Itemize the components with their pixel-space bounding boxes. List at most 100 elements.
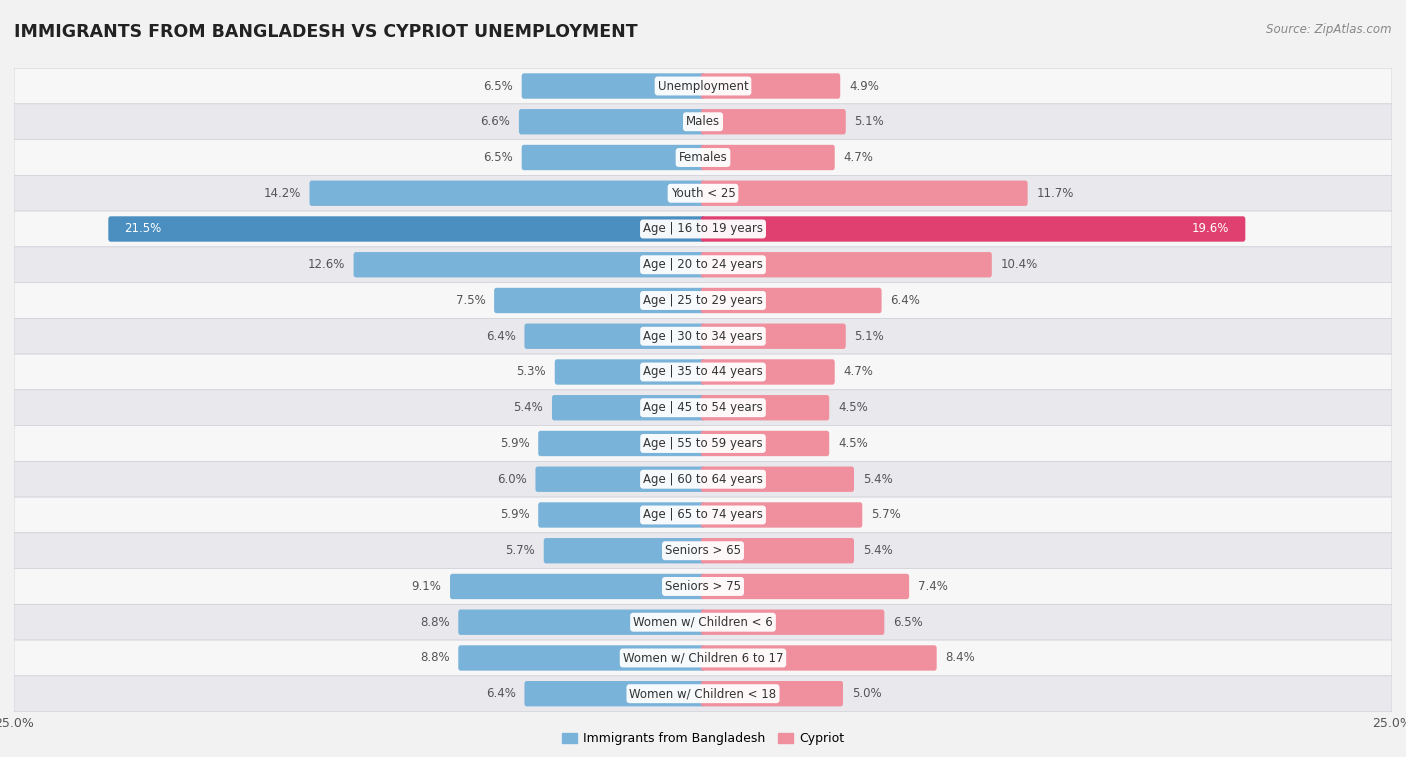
FancyBboxPatch shape bbox=[524, 323, 706, 349]
Text: 12.6%: 12.6% bbox=[308, 258, 344, 271]
FancyBboxPatch shape bbox=[555, 360, 706, 385]
Text: Unemployment: Unemployment bbox=[658, 79, 748, 92]
Text: 5.3%: 5.3% bbox=[516, 366, 546, 378]
Text: 5.9%: 5.9% bbox=[499, 509, 530, 522]
Text: Women w/ Children 6 to 17: Women w/ Children 6 to 17 bbox=[623, 652, 783, 665]
Text: 6.0%: 6.0% bbox=[496, 472, 527, 486]
FancyBboxPatch shape bbox=[519, 109, 706, 135]
Text: 8.8%: 8.8% bbox=[420, 652, 450, 665]
Text: 14.2%: 14.2% bbox=[263, 187, 301, 200]
FancyBboxPatch shape bbox=[14, 604, 1392, 640]
Text: 6.5%: 6.5% bbox=[484, 151, 513, 164]
FancyBboxPatch shape bbox=[14, 176, 1392, 211]
Text: Seniors > 65: Seniors > 65 bbox=[665, 544, 741, 557]
Text: Seniors > 75: Seniors > 75 bbox=[665, 580, 741, 593]
Text: 9.1%: 9.1% bbox=[412, 580, 441, 593]
FancyBboxPatch shape bbox=[14, 68, 1392, 104]
Text: 4.5%: 4.5% bbox=[838, 401, 868, 414]
FancyBboxPatch shape bbox=[14, 676, 1392, 712]
Text: 5.1%: 5.1% bbox=[855, 330, 884, 343]
Text: 4.5%: 4.5% bbox=[838, 437, 868, 450]
Text: Age | 20 to 24 years: Age | 20 to 24 years bbox=[643, 258, 763, 271]
FancyBboxPatch shape bbox=[700, 645, 936, 671]
FancyBboxPatch shape bbox=[14, 425, 1392, 461]
FancyBboxPatch shape bbox=[14, 247, 1392, 282]
Text: 5.7%: 5.7% bbox=[505, 544, 534, 557]
FancyBboxPatch shape bbox=[700, 323, 846, 349]
Text: 4.7%: 4.7% bbox=[844, 366, 873, 378]
FancyBboxPatch shape bbox=[14, 533, 1392, 569]
FancyBboxPatch shape bbox=[700, 360, 835, 385]
Text: Females: Females bbox=[679, 151, 727, 164]
Text: Age | 45 to 54 years: Age | 45 to 54 years bbox=[643, 401, 763, 414]
Text: 5.7%: 5.7% bbox=[872, 509, 901, 522]
FancyBboxPatch shape bbox=[14, 282, 1392, 319]
FancyBboxPatch shape bbox=[700, 145, 835, 170]
FancyBboxPatch shape bbox=[553, 395, 706, 420]
FancyBboxPatch shape bbox=[700, 109, 846, 135]
Text: 8.4%: 8.4% bbox=[945, 652, 976, 665]
FancyBboxPatch shape bbox=[700, 252, 991, 277]
Text: 5.4%: 5.4% bbox=[513, 401, 543, 414]
Text: 6.6%: 6.6% bbox=[481, 115, 510, 128]
FancyBboxPatch shape bbox=[700, 574, 910, 599]
Text: Youth < 25: Youth < 25 bbox=[671, 187, 735, 200]
FancyBboxPatch shape bbox=[14, 354, 1392, 390]
Text: 5.4%: 5.4% bbox=[863, 544, 893, 557]
FancyBboxPatch shape bbox=[108, 217, 706, 241]
FancyBboxPatch shape bbox=[538, 503, 706, 528]
FancyBboxPatch shape bbox=[309, 181, 706, 206]
FancyBboxPatch shape bbox=[700, 217, 1246, 241]
Text: 5.9%: 5.9% bbox=[499, 437, 530, 450]
Text: Women w/ Children < 18: Women w/ Children < 18 bbox=[630, 687, 776, 700]
Text: 8.8%: 8.8% bbox=[420, 615, 450, 629]
Text: Source: ZipAtlas.com: Source: ZipAtlas.com bbox=[1267, 23, 1392, 36]
Text: Age | 30 to 34 years: Age | 30 to 34 years bbox=[643, 330, 763, 343]
FancyBboxPatch shape bbox=[700, 681, 844, 706]
FancyBboxPatch shape bbox=[14, 390, 1392, 425]
Text: Women w/ Children < 6: Women w/ Children < 6 bbox=[633, 615, 773, 629]
FancyBboxPatch shape bbox=[14, 461, 1392, 497]
FancyBboxPatch shape bbox=[14, 104, 1392, 139]
FancyBboxPatch shape bbox=[353, 252, 706, 277]
FancyBboxPatch shape bbox=[700, 609, 884, 635]
Text: Age | 16 to 19 years: Age | 16 to 19 years bbox=[643, 223, 763, 235]
FancyBboxPatch shape bbox=[450, 574, 706, 599]
FancyBboxPatch shape bbox=[524, 681, 706, 706]
Text: 10.4%: 10.4% bbox=[1001, 258, 1038, 271]
FancyBboxPatch shape bbox=[700, 538, 853, 563]
FancyBboxPatch shape bbox=[14, 497, 1392, 533]
FancyBboxPatch shape bbox=[700, 466, 853, 492]
Text: Age | 60 to 64 years: Age | 60 to 64 years bbox=[643, 472, 763, 486]
FancyBboxPatch shape bbox=[700, 395, 830, 420]
FancyBboxPatch shape bbox=[458, 609, 706, 635]
Text: 7.5%: 7.5% bbox=[456, 294, 485, 307]
Text: 11.7%: 11.7% bbox=[1036, 187, 1074, 200]
FancyBboxPatch shape bbox=[14, 319, 1392, 354]
FancyBboxPatch shape bbox=[494, 288, 706, 313]
Text: Age | 55 to 59 years: Age | 55 to 59 years bbox=[643, 437, 763, 450]
FancyBboxPatch shape bbox=[522, 73, 706, 98]
Text: 6.4%: 6.4% bbox=[485, 330, 516, 343]
Text: 6.5%: 6.5% bbox=[484, 79, 513, 92]
FancyBboxPatch shape bbox=[14, 139, 1392, 176]
FancyBboxPatch shape bbox=[700, 73, 841, 98]
Text: 6.5%: 6.5% bbox=[893, 615, 922, 629]
Text: Age | 35 to 44 years: Age | 35 to 44 years bbox=[643, 366, 763, 378]
FancyBboxPatch shape bbox=[700, 431, 830, 456]
FancyBboxPatch shape bbox=[700, 503, 862, 528]
FancyBboxPatch shape bbox=[700, 181, 1028, 206]
Legend: Immigrants from Bangladesh, Cypriot: Immigrants from Bangladesh, Cypriot bbox=[557, 727, 849, 750]
Text: 5.4%: 5.4% bbox=[863, 472, 893, 486]
Text: 19.6%: 19.6% bbox=[1192, 223, 1229, 235]
Text: IMMIGRANTS FROM BANGLADESH VS CYPRIOT UNEMPLOYMENT: IMMIGRANTS FROM BANGLADESH VS CYPRIOT UN… bbox=[14, 23, 638, 41]
Text: Males: Males bbox=[686, 115, 720, 128]
Text: 4.9%: 4.9% bbox=[849, 79, 879, 92]
Text: 6.4%: 6.4% bbox=[890, 294, 921, 307]
Text: 4.7%: 4.7% bbox=[844, 151, 873, 164]
FancyBboxPatch shape bbox=[14, 640, 1392, 676]
FancyBboxPatch shape bbox=[538, 431, 706, 456]
FancyBboxPatch shape bbox=[14, 569, 1392, 604]
Text: 7.4%: 7.4% bbox=[918, 580, 948, 593]
FancyBboxPatch shape bbox=[544, 538, 706, 563]
